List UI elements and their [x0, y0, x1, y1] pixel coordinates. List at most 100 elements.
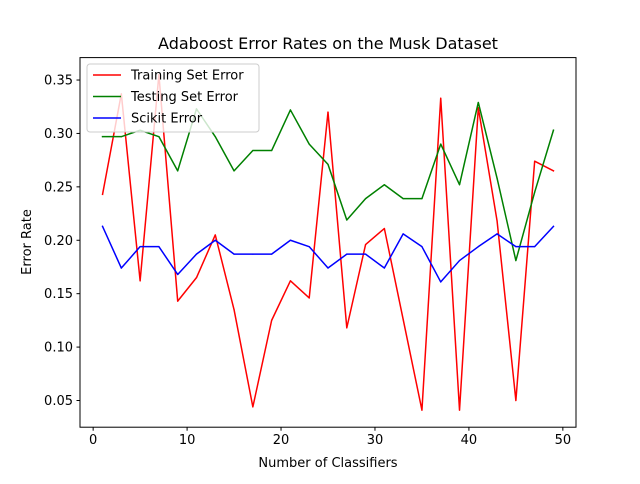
data-point: [289, 239, 292, 241]
data-point: [120, 267, 122, 269]
y-axis-label: Error Rate: [20, 209, 35, 275]
data-point: [271, 253, 273, 255]
data-point: [101, 225, 104, 227]
legend: Training Set Error Testing Set Error Sciki…: [86, 63, 260, 133]
x-axis-label: Number of Classifiers: [258, 456, 397, 471]
series-layer: [101, 73, 555, 411]
data-point: [308, 143, 310, 145]
data-point: [177, 300, 179, 302]
data-point: [477, 246, 479, 248]
data-point: [364, 253, 367, 255]
data-point: [120, 136, 122, 138]
data-point: [101, 136, 104, 138]
series-training-set-error: [101, 73, 555, 411]
data-point: [458, 184, 461, 186]
data-point: [271, 319, 273, 321]
x-tick-label: 50: [555, 433, 572, 448]
y-tick-label: 0.35: [44, 74, 73, 89]
data-point: [440, 143, 442, 145]
y-tick-label: 0.20: [44, 234, 73, 249]
data-point: [308, 297, 310, 299]
data-point: [440, 281, 442, 283]
data-point: [214, 136, 216, 138]
data-point: [346, 253, 348, 255]
data-point: [158, 246, 160, 248]
data-point: [402, 318, 404, 320]
data-point: [440, 97, 442, 99]
data-point: [477, 101, 479, 104]
data-point: [383, 227, 385, 230]
legend-label: Scikit Error: [131, 112, 203, 127]
data-point: [233, 170, 235, 172]
data-point: [458, 409, 461, 411]
plot-frame: [79, 57, 577, 428]
data-point: [327, 267, 329, 269]
y-tick-label: 0.15: [44, 287, 73, 302]
data-point: [364, 198, 367, 200]
data-point: [383, 267, 385, 269]
data-point: [214, 234, 216, 236]
y-tick-label: 0.05: [44, 394, 73, 409]
data-point: [346, 327, 348, 329]
data-point: [139, 280, 141, 282]
data-point: [458, 259, 461, 262]
data-point: [252, 406, 254, 408]
data-point: [402, 233, 404, 235]
series-scikit-error: [101, 225, 555, 283]
data-point: [195, 253, 198, 255]
legend-box: [86, 63, 260, 133]
x-tick-label: 40: [461, 433, 478, 448]
y-tick-label: 0.30: [44, 127, 73, 142]
data-point: [346, 219, 348, 221]
x-tick-label: 30: [367, 433, 384, 448]
x-tick-label: 0: [89, 433, 97, 448]
x-tick-label: 10: [179, 433, 196, 448]
chart-title: Adaboost Error Rates on the Musk Dataset: [158, 34, 498, 53]
data-point: [515, 399, 517, 402]
data-point: [289, 109, 292, 111]
data-point: [271, 149, 273, 152]
data-point: [289, 280, 292, 282]
data-point: [534, 191, 536, 193]
data-point: [496, 233, 498, 235]
data-point: [308, 246, 310, 248]
data-point: [252, 253, 254, 255]
data-point: [177, 273, 179, 276]
data-point: [402, 198, 404, 200]
data-point: [364, 243, 367, 246]
x-axis-ticks: 0 10 20 30 40 50: [89, 427, 571, 448]
legend-label: Testing Set Error: [130, 90, 239, 105]
legend-label: Training Set Error: [130, 69, 244, 84]
data-point: [383, 184, 385, 186]
data-point: [552, 170, 555, 172]
data-point: [534, 246, 536, 248]
data-point: [421, 198, 423, 200]
data-point: [552, 129, 555, 131]
data-point: [421, 409, 423, 411]
y-axis-ticks: 0.05 0.10 0.15 0.20 0.25 0.30 0.35: [44, 74, 80, 409]
data-point: [233, 309, 235, 311]
data-point: [421, 246, 423, 248]
data-point: [327, 163, 329, 166]
data-point: [496, 220, 498, 222]
data-point: [214, 239, 216, 241]
data-point: [515, 246, 517, 248]
data-point: [496, 177, 498, 179]
data-point: [158, 136, 160, 138]
legend-items: Training Set Error Testing Set Error Sciki…: [93, 69, 244, 127]
data-point: [327, 111, 329, 113]
data-point: [139, 246, 141, 248]
data-point: [515, 259, 517, 262]
y-tick-label: 0.10: [44, 341, 73, 356]
data-point: [177, 170, 179, 172]
data-point: [534, 160, 536, 162]
data-point: [195, 277, 198, 279]
data-point: [101, 193, 104, 195]
data-point: [233, 253, 235, 255]
data-point: [252, 149, 254, 152]
y-tick-label: 0.25: [44, 180, 73, 195]
data-point: [552, 225, 555, 227]
x-tick-label: 20: [273, 433, 290, 448]
